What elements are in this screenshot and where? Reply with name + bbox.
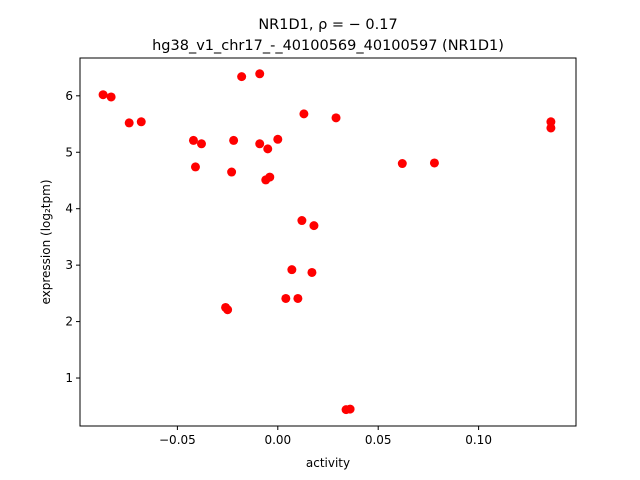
data-point-10 [255,139,265,149]
data-point-17 [331,113,341,123]
data-point-16 [299,109,309,119]
data-point-22 [297,216,307,226]
y-axis-label: expression (log₂tpm) [39,179,53,304]
data-point-23 [309,221,319,231]
x-tick-label: −0.05 [159,433,196,447]
data-point-8 [255,69,265,79]
y-tick-label: 4 [65,202,73,216]
x-tick-label: 0.10 [465,433,492,447]
data-point-9 [229,135,239,145]
data-point-24 [287,265,297,275]
data-point-12 [273,134,283,144]
x-tick-label: 0.05 [365,433,392,447]
data-point-13 [227,167,237,177]
data-point-21 [546,123,556,133]
y-tick-label: 3 [65,258,73,272]
data-points [98,69,556,415]
data-point-15 [265,172,275,182]
data-point-20 [546,117,556,127]
chart-title-line1: NR1D1, ρ = − 0.17 [258,17,397,33]
data-point-29 [223,305,233,315]
data-point-3 [136,117,146,127]
data-point-6 [190,162,200,172]
data-point-25 [307,267,317,277]
chart-title-line2: hg38_v1_chr17_-_40100569_40100597 (NR1D1… [152,38,504,54]
y-tick-label: 1 [65,371,73,385]
data-point-18 [397,159,407,169]
data-point-2 [124,118,134,128]
data-point-31 [345,404,355,414]
data-point-19 [429,158,439,168]
data-point-7 [237,72,247,82]
x-tick-label: 0.00 [264,433,291,447]
data-point-1 [106,92,116,102]
y-tick-label: 6 [65,89,73,103]
data-point-4 [188,135,198,145]
y-axis-ticks: 1 2 3 4 5 6 [65,89,80,385]
y-tick-label: 5 [65,145,73,159]
data-point-27 [293,293,303,303]
plot-frame [79,57,577,427]
data-point-0 [98,90,108,100]
data-point-11 [263,144,273,154]
x-axis-ticks: −0.05 0.00 0.05 0.10 [159,426,492,447]
data-point-26 [281,293,291,303]
y-tick-label: 2 [65,315,73,329]
data-point-5 [196,139,206,149]
x-axis-label: activity [306,456,350,470]
